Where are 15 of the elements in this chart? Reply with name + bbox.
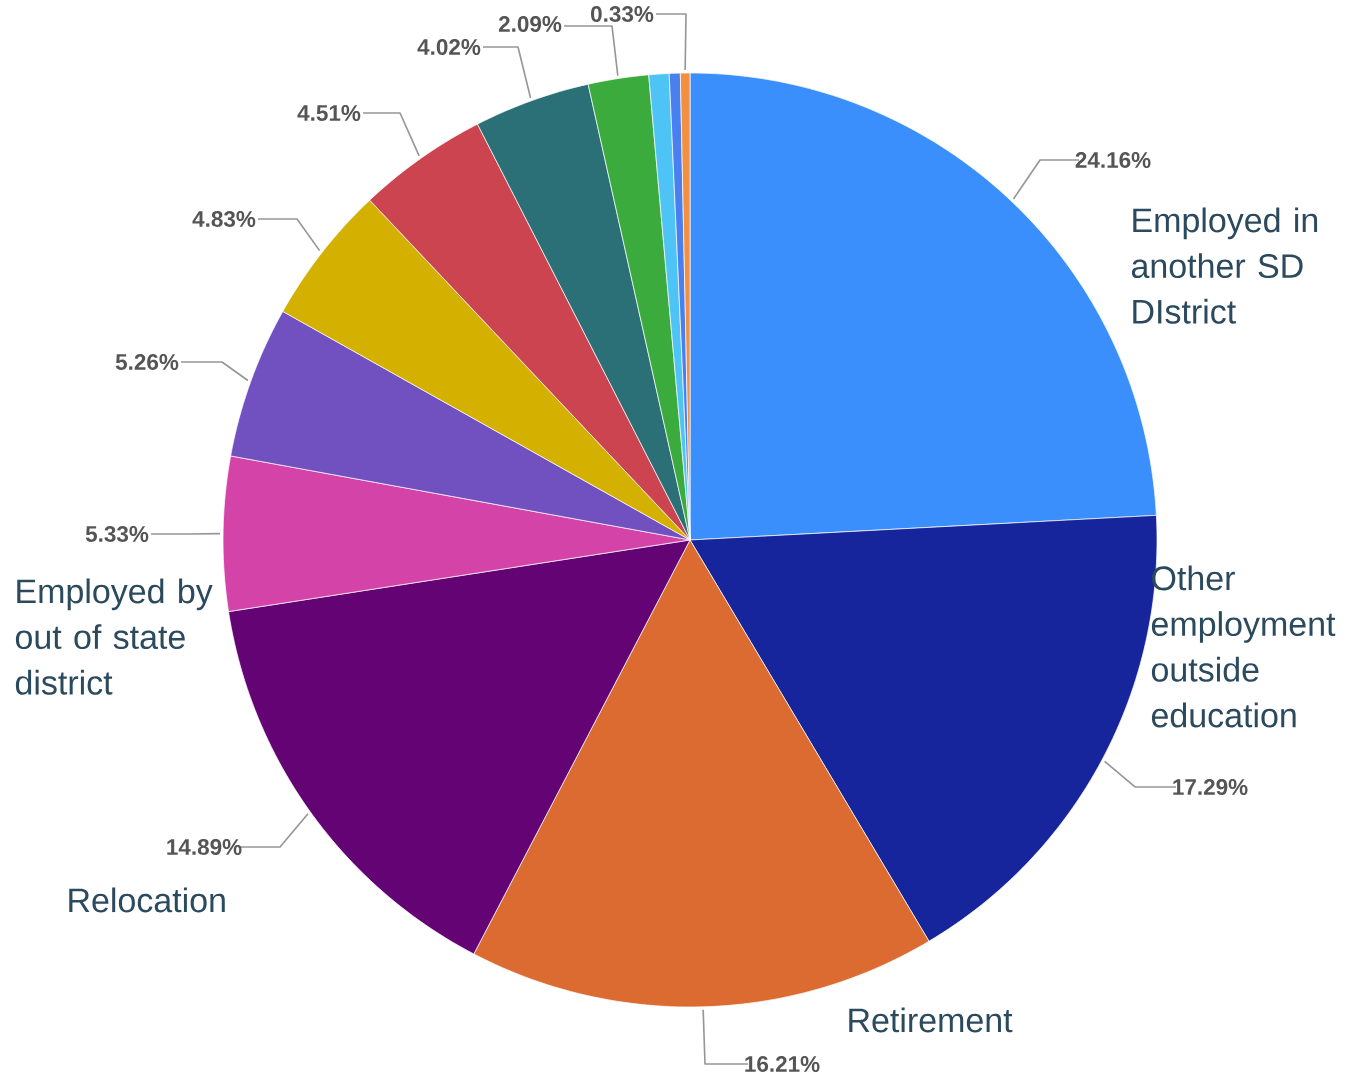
data-label: 4.83% [192, 211, 256, 227]
slice-label: Employed by out of state district [15, 578, 213, 695]
data-label: 17.29% [1173, 779, 1248, 795]
data-label: 2.09% [498, 16, 562, 32]
slice-label: Employed in another SD DIstrict [1131, 207, 1318, 324]
slice-label: Retirement [849, 1007, 1013, 1033]
data-label: 4.02% [417, 39, 481, 55]
data-label: 16.21% [745, 1056, 820, 1072]
data-label: 14.89% [167, 839, 242, 855]
data-label: 24.16% [1075, 152, 1151, 168]
data-label: 4.51% [297, 105, 361, 121]
data-label: 5.26% [115, 354, 179, 370]
data-label: 0.33% [591, 6, 654, 22]
slice-label: Relocation [69, 887, 225, 913]
data-label: 5.33% [85, 526, 149, 542]
